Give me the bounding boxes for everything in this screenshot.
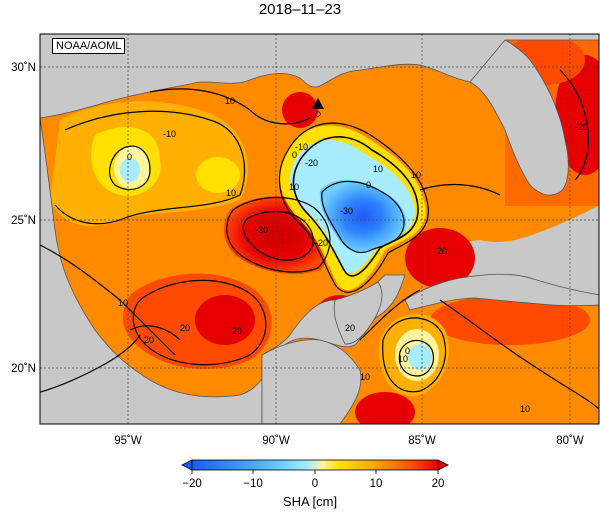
contour-lines	[40, 69, 599, 410]
map-frame	[39, 33, 600, 425]
contour-label: -20	[305, 158, 318, 168]
contour-label: 0	[292, 150, 297, 160]
contour-label: 20	[180, 323, 190, 333]
lon-label: 85˚W	[408, 435, 436, 447]
colorbar: −20 −10 0 10 20	[181, 459, 449, 490]
cuba	[404, 273, 599, 311]
west-low-core	[120, 158, 140, 182]
us-gulf-coast	[40, 34, 599, 119]
contour-label-group: 10 -10 0 10 -10 -20 0 10 0 -30 -30 10 10…	[118, 96, 588, 414]
lat-lon-grid	[40, 34, 599, 424]
lon-label: 90˚W	[262, 435, 290, 447]
contour-label: 10	[520, 404, 530, 414]
contour-label: 10	[360, 372, 370, 382]
contour-label: 0	[127, 152, 132, 162]
colorbar-label: SHA [cm]	[282, 494, 338, 509]
triangle-marker-icon	[312, 98, 324, 109]
contour-label: 10	[398, 354, 408, 364]
contour-label: 20	[144, 335, 154, 345]
colorbar-tick: 10	[370, 478, 383, 490]
yucatan-peninsula	[261, 339, 362, 424]
contour-label: -10	[295, 142, 308, 152]
colorbar-tick: 0	[312, 478, 318, 490]
north-high	[282, 92, 318, 128]
contour-label: 10	[373, 164, 383, 174]
contour-label: 0	[366, 180, 371, 190]
contour-label: 20	[232, 326, 242, 336]
florida-peninsula	[469, 39, 569, 196]
contour-label: 10	[118, 298, 128, 308]
lat-label: 20˚N	[11, 363, 36, 375]
credit-label: NOAA/AOML	[52, 38, 126, 54]
lat-label: 25˚N	[11, 215, 36, 227]
caribbean-high	[430, 295, 590, 345]
south-high	[355, 392, 415, 424]
lat-label: 30˚N	[11, 62, 36, 74]
colorbar-gradient	[191, 459, 439, 471]
map-title: 2018–11–23	[258, 1, 342, 18]
lon-label: 80˚W	[556, 435, 584, 447]
contour-label: 10	[226, 188, 236, 198]
contour-label: -20	[575, 122, 588, 132]
contour-label: -30	[255, 225, 268, 235]
colorbar-tick: −10	[243, 478, 263, 490]
contour-label: 20	[345, 323, 355, 333]
colorbar-tick: −20	[182, 478, 202, 490]
yucatan-channel-high	[405, 228, 475, 288]
colorbar-min-arrow	[181, 459, 193, 471]
contour-label: -30	[340, 206, 353, 216]
colorbar-tick: 20	[432, 478, 445, 490]
cold-eddy-core	[319, 179, 407, 253]
yucatan-north	[333, 281, 383, 345]
contour-label: -10	[163, 129, 176, 139]
lon-label: 95˚W	[114, 435, 142, 447]
contour-label: -20	[315, 238, 328, 248]
contour-label: 10	[289, 182, 299, 192]
contour-label: 10	[225, 96, 235, 106]
southwest-core	[195, 295, 255, 345]
se-eddy-core	[408, 344, 432, 370]
contour-label: 10	[411, 170, 421, 180]
colorbar-max-arrow	[437, 459, 449, 471]
west-yellow-spot	[196, 157, 240, 193]
contour-label: 0	[405, 346, 410, 356]
marker-dot-icon	[315, 111, 321, 117]
contour-label: 20	[437, 246, 447, 256]
